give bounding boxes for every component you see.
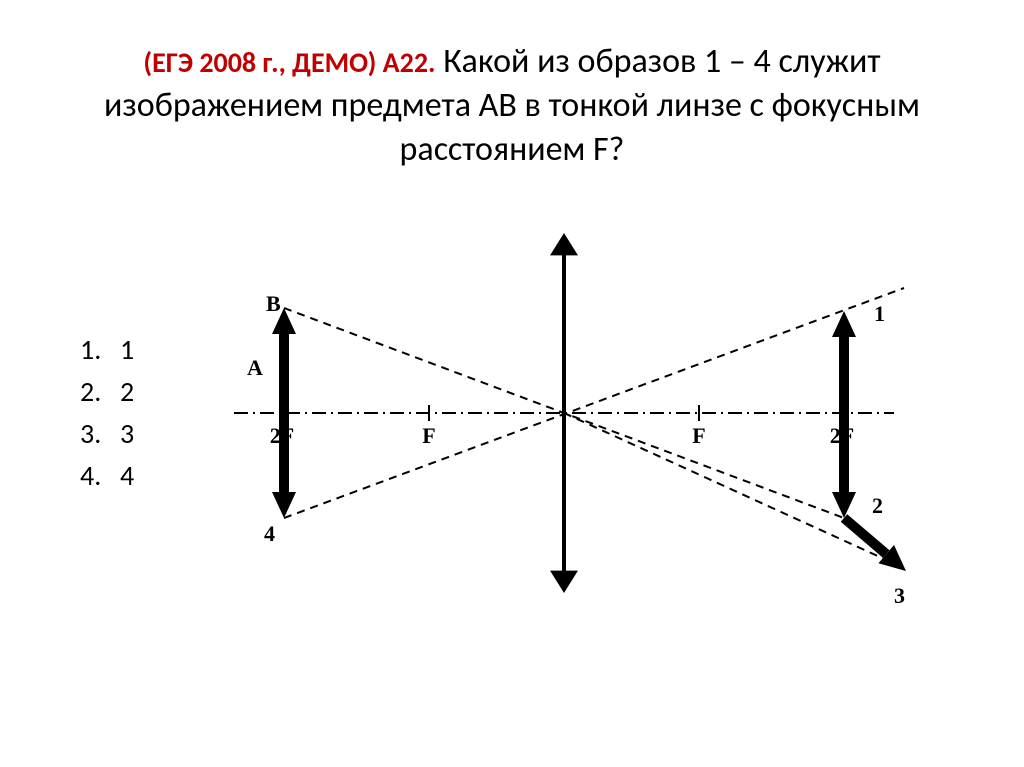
svg-text:2: 2: [872, 493, 883, 518]
answer-option: 1. 1: [80, 329, 134, 371]
answer-number: 4.: [80, 455, 120, 497]
question-title: (ЕГЭ 2008 г., ДЕМО) А22. Какой из образо…: [50, 40, 974, 173]
svg-text:4: 4: [264, 521, 275, 546]
answer-value: 4: [120, 455, 134, 497]
answer-number: 1.: [80, 329, 120, 371]
answer-value: 2: [120, 371, 134, 413]
answer-value: 3: [120, 413, 134, 455]
answer-option: 3. 3: [80, 413, 134, 455]
answer-number: 2.: [80, 371, 120, 413]
diagram-svg: 2FFF2FAB1234: [214, 203, 914, 623]
answer-number: 3.: [80, 413, 120, 455]
answer-list: 1. 1 2. 2 3. 3 4. 4: [80, 329, 134, 497]
svg-text:F: F: [422, 423, 435, 448]
title-prefix: (ЕГЭ 2008 г., ДЕМО) А22.: [143, 45, 435, 80]
answer-value: 1: [120, 329, 134, 371]
lens-diagram: 2FFF2FAB1234: [154, 203, 974, 623]
svg-text:F: F: [692, 423, 705, 448]
answer-option: 2. 2: [80, 371, 134, 413]
svg-text:3: 3: [894, 583, 905, 608]
svg-text:B: B: [266, 291, 281, 316]
svg-text:A: A: [247, 355, 263, 380]
svg-text:1: 1: [874, 301, 885, 326]
answer-option: 4. 4: [80, 455, 134, 497]
